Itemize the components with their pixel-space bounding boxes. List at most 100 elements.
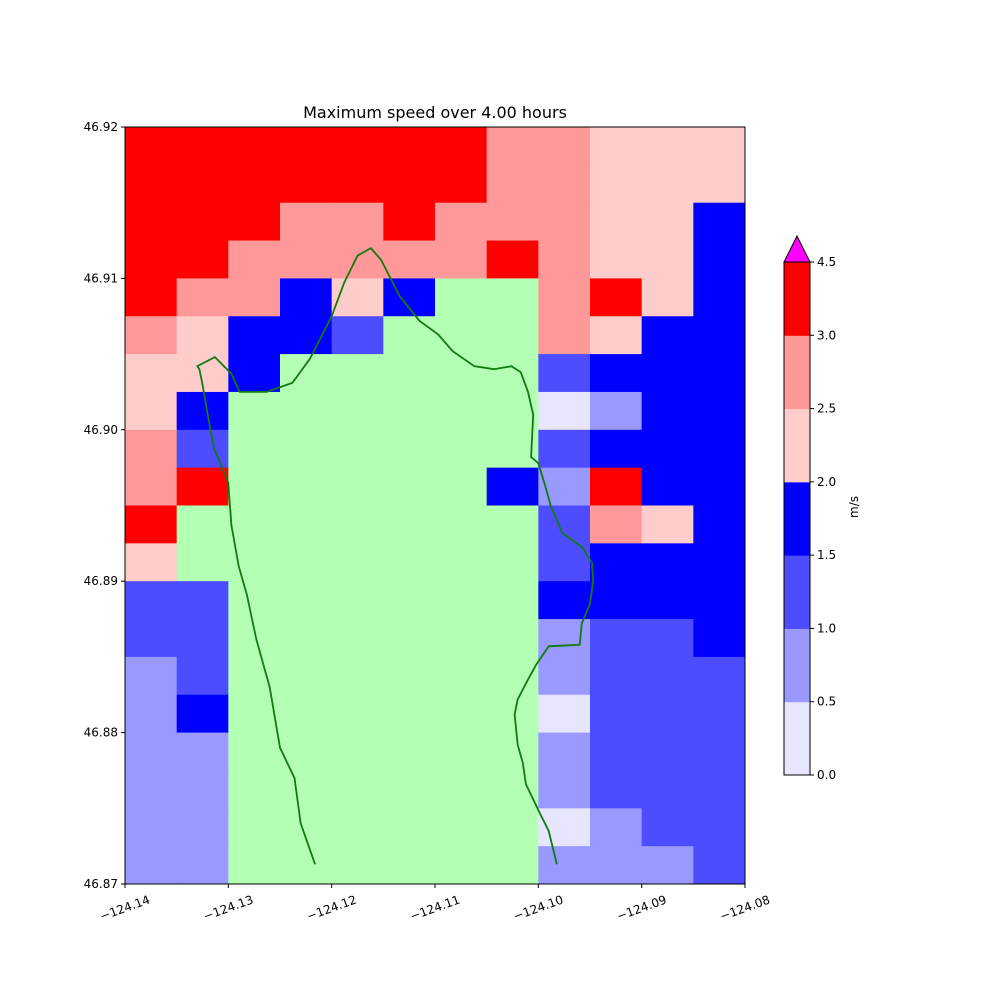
land-cell bbox=[435, 846, 488, 885]
speed-cell bbox=[280, 240, 333, 279]
speed-cell bbox=[590, 240, 643, 279]
speed-cell bbox=[590, 846, 643, 885]
speed-cell bbox=[641, 543, 694, 582]
speed-cell bbox=[125, 808, 178, 847]
speed-cell bbox=[590, 278, 643, 317]
plot-area bbox=[125, 127, 746, 885]
land-cell bbox=[280, 467, 333, 506]
land-cell bbox=[331, 846, 384, 885]
land-cell bbox=[383, 808, 436, 847]
land-cell bbox=[280, 846, 333, 885]
land-cell bbox=[331, 543, 384, 582]
colorbar: 0.0 0.5 1.0 1.5 2.0 2.5 3.0 4.5 bbox=[783, 234, 836, 782]
speed-cell bbox=[693, 543, 746, 582]
land-cell bbox=[228, 543, 281, 582]
land-cell bbox=[383, 694, 436, 734]
speed-cell bbox=[125, 278, 178, 317]
land-cell bbox=[331, 619, 384, 658]
speed-cell bbox=[125, 694, 178, 734]
speed-cell bbox=[176, 619, 229, 658]
speed-cell bbox=[590, 581, 643, 620]
speed-cell bbox=[538, 770, 591, 809]
speed-cell bbox=[125, 732, 178, 771]
speed-cell bbox=[331, 316, 384, 355]
land-cell bbox=[486, 391, 539, 431]
speed-cell bbox=[125, 543, 178, 582]
speed-cell bbox=[538, 316, 591, 355]
speed-cell bbox=[486, 467, 539, 506]
land-cell bbox=[383, 467, 436, 506]
land-cell bbox=[280, 505, 333, 544]
land-cell bbox=[228, 391, 281, 431]
speed-cell bbox=[590, 770, 643, 809]
colorbar-segment bbox=[784, 701, 810, 776]
speed-cell bbox=[280, 202, 333, 242]
speed-cell bbox=[228, 354, 281, 393]
land-cell bbox=[228, 732, 281, 771]
speed-cell bbox=[590, 656, 643, 696]
speed-cell bbox=[125, 316, 178, 355]
speed-cell bbox=[590, 391, 643, 431]
speed-cell bbox=[693, 732, 746, 771]
speed-cell bbox=[693, 581, 746, 620]
land-cell bbox=[383, 770, 436, 809]
speed-cell bbox=[125, 846, 178, 885]
speed-cell bbox=[590, 732, 643, 771]
land-cell bbox=[383, 619, 436, 658]
land-cell bbox=[486, 808, 539, 847]
land-cell bbox=[435, 543, 488, 582]
speed-cell bbox=[538, 543, 591, 582]
speed-cell bbox=[590, 127, 643, 166]
colorbar-tick-label: 2.0 bbox=[817, 475, 836, 489]
speed-cell bbox=[693, 467, 746, 506]
speed-cell bbox=[383, 127, 436, 166]
speed-cell bbox=[641, 429, 694, 469]
speed-cell bbox=[538, 694, 591, 734]
y-tick-label: 46.87 bbox=[84, 877, 118, 891]
land-cell bbox=[486, 278, 539, 317]
colorbar-tick-label: 0.0 bbox=[817, 768, 836, 782]
colorbar-tick-label: 2.5 bbox=[817, 402, 836, 416]
speed-cell bbox=[590, 543, 643, 582]
speed-cell bbox=[331, 127, 384, 166]
land-cell bbox=[383, 732, 436, 771]
speed-cell bbox=[641, 127, 694, 166]
land-cell bbox=[435, 581, 488, 620]
land-cell bbox=[331, 656, 384, 696]
land-cell bbox=[486, 619, 539, 658]
speed-cell bbox=[125, 240, 178, 279]
speed-cell bbox=[538, 391, 591, 431]
speed-cell bbox=[693, 694, 746, 734]
speed-cell bbox=[641, 164, 694, 204]
speed-cell bbox=[590, 316, 643, 355]
land-cell bbox=[486, 581, 539, 620]
land-cell bbox=[228, 505, 281, 544]
speed-cell bbox=[176, 278, 229, 317]
speed-cell bbox=[590, 202, 643, 242]
x-tick-label: −124.13 bbox=[201, 893, 255, 924]
speed-cell bbox=[486, 164, 539, 204]
land-cell bbox=[383, 656, 436, 696]
speed-cell bbox=[641, 505, 694, 544]
land-cell bbox=[331, 581, 384, 620]
y-tick-label: 46.90 bbox=[84, 423, 118, 437]
land-cell bbox=[383, 505, 436, 544]
land-cell bbox=[486, 770, 539, 809]
land-cell bbox=[331, 694, 384, 734]
land-cell bbox=[486, 656, 539, 696]
speed-cell bbox=[538, 581, 591, 620]
land-cell bbox=[486, 316, 539, 355]
speed-cell bbox=[538, 732, 591, 771]
speed-cell bbox=[693, 316, 746, 355]
speed-cell bbox=[641, 732, 694, 771]
land-cell bbox=[435, 770, 488, 809]
land-cell bbox=[383, 543, 436, 582]
land-cell bbox=[331, 770, 384, 809]
colorbar-tick-label: 1.0 bbox=[817, 621, 836, 635]
colorbar-segment bbox=[784, 628, 810, 703]
speed-cell bbox=[435, 164, 488, 204]
land-cell bbox=[486, 354, 539, 393]
speed-cell bbox=[693, 354, 746, 393]
colorbar-label: m/s bbox=[847, 496, 861, 518]
speed-cell bbox=[435, 202, 488, 242]
